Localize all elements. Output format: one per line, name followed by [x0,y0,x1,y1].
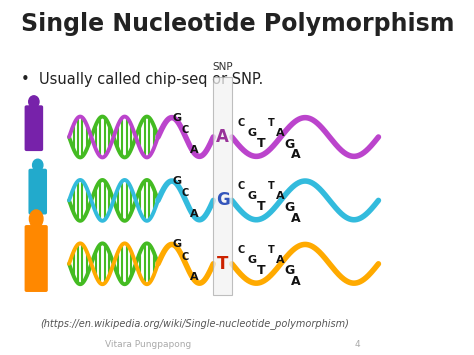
Text: A: A [275,191,284,201]
Text: G: G [284,137,295,151]
Ellipse shape [29,210,43,228]
Text: SNP: SNP [212,62,233,72]
FancyBboxPatch shape [213,77,232,295]
Text: G: G [216,191,229,209]
Text: A: A [275,128,284,138]
Text: T: T [268,181,275,191]
Text: T: T [217,255,228,273]
Text: •  Usually called chip-seq or SNP.: • Usually called chip-seq or SNP. [21,72,263,87]
Text: Vitara Pungpapong: Vitara Pungpapong [105,340,191,349]
Text: A: A [291,275,301,288]
Text: (https://en.wikipedia.org/wiki/Single-nucleotide_polymorphism): (https://en.wikipedia.org/wiki/Single-nu… [40,318,349,329]
Text: C: C [237,245,245,255]
Text: A: A [191,146,199,155]
Text: G: G [247,191,256,201]
Text: G: G [284,264,295,277]
FancyBboxPatch shape [25,105,43,151]
Text: G: G [247,255,256,264]
Text: T: T [257,200,265,213]
Text: A: A [191,209,199,219]
FancyBboxPatch shape [25,225,48,292]
Ellipse shape [29,96,39,108]
Ellipse shape [33,159,43,171]
Text: A: A [291,148,301,161]
Text: G: G [173,239,182,250]
Text: A: A [216,128,229,146]
Text: A: A [275,255,284,264]
Text: C: C [182,189,189,198]
Text: Single Nucleotide Polymorphism: Single Nucleotide Polymorphism [21,12,454,36]
Text: A: A [291,212,301,224]
Text: G: G [247,128,256,138]
FancyBboxPatch shape [28,169,47,214]
Text: A: A [191,272,199,282]
Text: T: T [268,118,275,128]
Text: T: T [268,245,275,255]
Text: C: C [182,125,189,135]
Text: G: G [173,113,182,122]
Text: C: C [237,118,245,128]
Text: G: G [173,176,182,186]
Text: T: T [257,137,265,150]
Text: C: C [237,181,245,191]
Text: G: G [284,201,295,214]
Text: 4: 4 [355,340,360,349]
Text: T: T [257,264,265,277]
Text: C: C [182,252,189,262]
